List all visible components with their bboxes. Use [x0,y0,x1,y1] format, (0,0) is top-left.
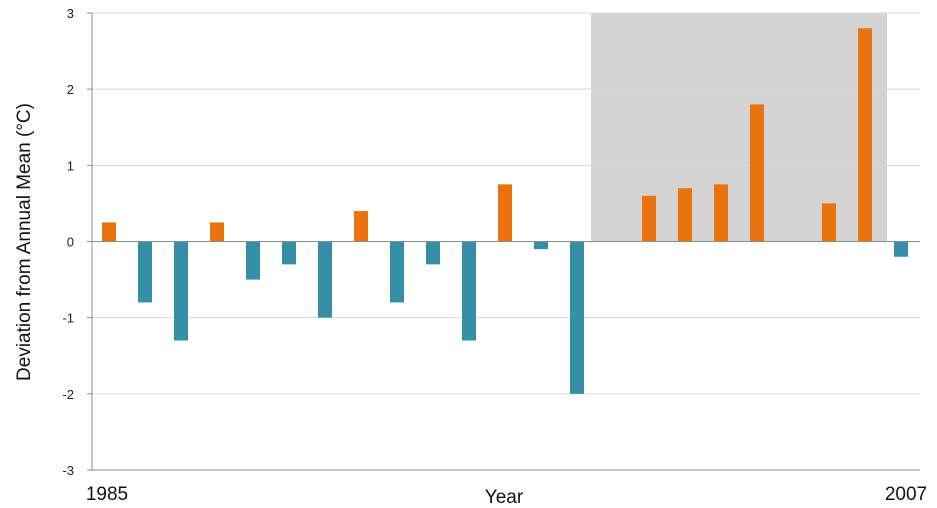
y-tick-label: -2 [62,387,74,402]
bar-2002 [714,184,728,242]
bar-2000 [642,195,656,242]
bar-1989 [246,241,260,280]
bar-1997 [534,241,548,250]
highlight-region [591,13,887,242]
bar-2005 [822,203,836,242]
bar-1988 [210,222,224,242]
x-axis-title: Year [485,487,524,508]
bar-1995 [462,241,476,341]
y-tick-label: -3 [62,463,74,478]
bar-2001 [678,188,692,242]
bar-1986 [138,241,152,303]
y-tick-label: 0 [67,235,74,250]
bar-1996 [498,184,512,242]
bar-2003 [750,104,764,242]
y-tick-label: 3 [67,6,74,21]
bar-1985 [102,222,116,242]
bar-1994 [426,241,440,265]
y-axis-title: Deviation from Annual Mean (°C) [14,103,35,381]
y-tick-label: 1 [67,158,74,173]
x-end-label: 2007 [885,484,927,505]
bar-1992 [354,211,368,242]
bar-1991 [318,241,332,318]
bar-2007 [894,241,908,257]
bar-1998 [570,241,584,394]
bar-1990 [282,241,296,265]
bar-1993 [390,241,404,303]
x-start-label: 1985 [86,484,128,505]
bar-2006 [858,28,872,242]
y-tick-label: 2 [67,82,74,97]
y-tick-label: -1 [62,311,74,326]
bar-1987 [174,241,188,341]
